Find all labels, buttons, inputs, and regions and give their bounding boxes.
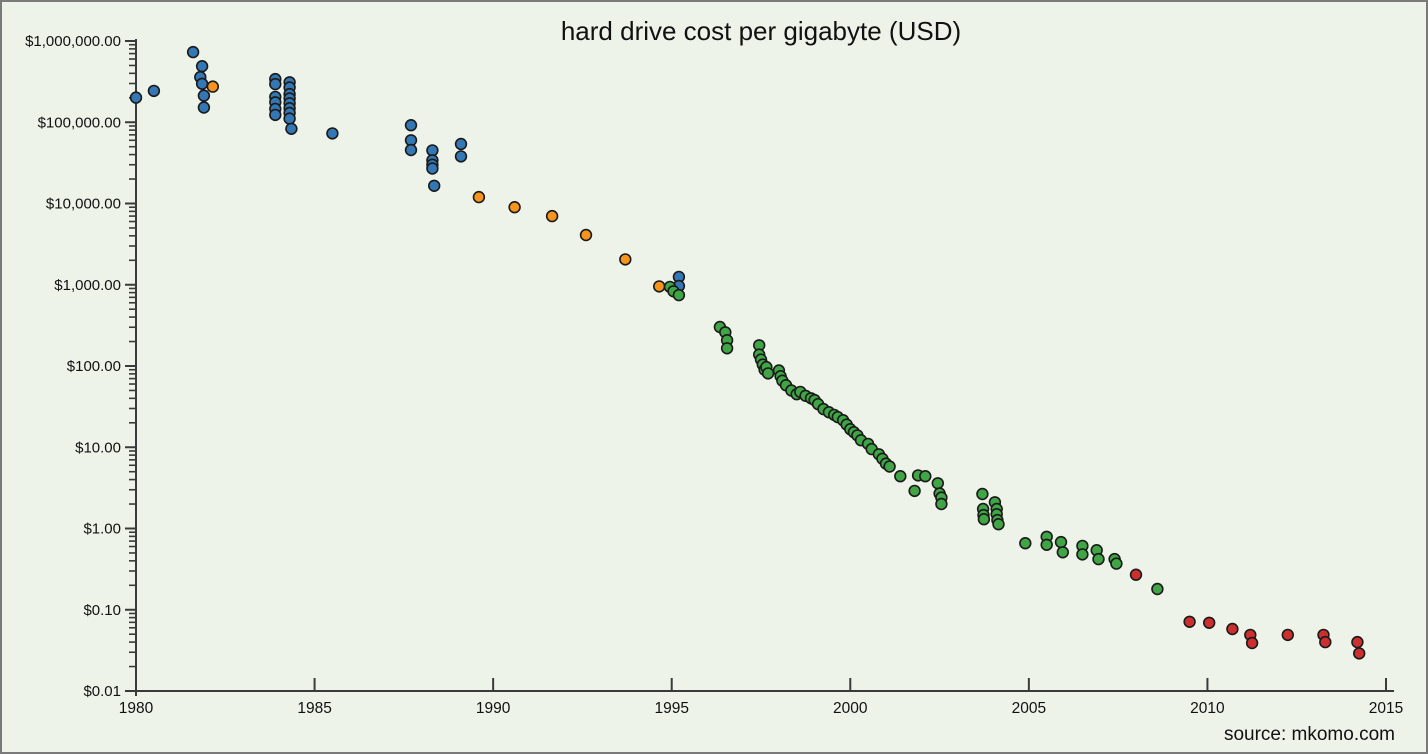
y-axis-tick-label: $10.00 [75,439,121,456]
data-point-green [1076,548,1089,561]
data-point-red [1352,647,1366,660]
data-point-red [1129,568,1143,581]
data-point-green [672,288,686,302]
data-point-blue [404,118,418,132]
x-axis-tick-label: 1995 [654,700,688,717]
y-axis-tick-label: $100,000.00 [38,114,121,131]
data-point-orange [652,280,666,293]
data-point-blue [426,162,439,175]
data-point-red [1183,615,1196,628]
data-point-blue [404,143,418,157]
x-axis-tick-label: 2010 [1190,700,1225,717]
data-point-green [935,497,948,511]
data-point-green [1054,535,1068,549]
data-point-green [931,477,944,490]
data-point-green [1056,546,1070,559]
y-axis-tick-label: $0.10 [83,602,121,619]
data-point-green [919,470,932,483]
data-point-orange [545,209,559,223]
data-point-green [1019,536,1032,550]
x-axis-tick-label: 1990 [476,700,511,717]
data-point-green [894,470,907,483]
data-point-blue [186,45,200,59]
x-axis-tick-label: 2005 [1012,700,1046,717]
chart-title: hard drive cost per gigabyte (USD) [560,16,962,46]
data-point-green [908,484,921,498]
data-point-green [976,487,989,501]
data-point-red [1226,622,1239,636]
y-axis-tick-label: $100.00 [67,358,121,375]
y-axis-tick-label: $1,000.00 [54,277,121,294]
x-axis-tick-label: 2000 [833,700,868,717]
data-point-blue [454,137,468,151]
x-axis-tick-label: 2015 [1369,700,1403,717]
data-point-red [1202,616,1216,629]
data-point-green [1110,557,1123,570]
data-point-green [720,342,734,355]
data-point-red [1281,628,1295,642]
data-point-blue [197,101,211,114]
data-point-green [1040,538,1053,551]
data-point-blue [197,89,211,102]
data-point-red [1245,636,1259,650]
data-point-green [883,460,896,473]
data-point-blue [195,77,209,91]
y-axis-tick-label: $1,000,000.00 [25,33,121,50]
data-point-blue [269,77,282,91]
data-point-orange [472,190,486,204]
data-point-orange [206,80,220,93]
y-axis-tick-label: $0.01 [83,683,121,700]
data-point-green [977,513,991,526]
x-axis-tick-label: 1980 [119,700,154,717]
data-point-blue [454,150,468,163]
data-point-blue [129,91,143,104]
y-axis-tick-label: $1.00 [83,521,121,538]
data-point-green [992,517,1005,531]
data-point-blue [195,59,209,73]
x-axis-tick-label: 1985 [297,700,331,717]
data-point-green [1151,582,1164,596]
data-point-blue [283,112,296,125]
data-point-orange [508,201,521,214]
data-point-green [761,367,775,380]
data-point-orange [619,253,632,266]
y-axis-tick-label: $10,000.00 [46,196,121,213]
data-point-blue [147,84,161,98]
data-point-red [1319,635,1332,649]
data-point-orange [579,228,593,242]
data-point-blue [326,127,339,140]
data-point-red [1351,635,1364,649]
data-point-blue [428,179,441,193]
data-point-green [1092,552,1105,566]
source-note: source: mkomo.com [1223,724,1395,745]
data-point-blue [269,108,282,122]
data-point-blue [285,122,298,136]
